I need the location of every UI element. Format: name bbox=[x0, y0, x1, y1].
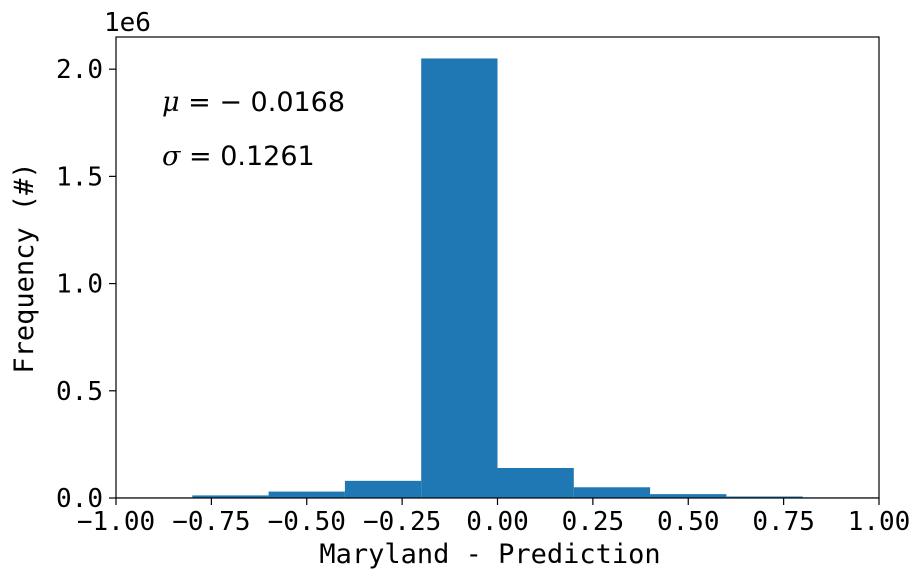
x-tick-label: 0.00 bbox=[466, 507, 529, 537]
histogram-bar-4 bbox=[421, 58, 498, 498]
y-tick-label: 1.5 bbox=[56, 162, 103, 192]
x-tick-label: 0.75 bbox=[752, 507, 815, 537]
histogram-bar-5 bbox=[497, 467, 574, 498]
std-annotation: σ = 0.1261 bbox=[162, 141, 315, 172]
histogram-bar-7 bbox=[650, 494, 727, 498]
x-tick-label: −0.50 bbox=[268, 507, 346, 537]
mean-value: = − 0.0168 bbox=[180, 87, 345, 118]
sigma-symbol: σ bbox=[162, 141, 182, 172]
x-tick-label: −0.25 bbox=[363, 507, 441, 537]
x-tick-label: 0.50 bbox=[657, 507, 720, 537]
y-tick-label: 2.0 bbox=[56, 55, 103, 85]
histogram-bars bbox=[116, 58, 879, 499]
std-value: = 0.1261 bbox=[180, 141, 314, 172]
x-tick-label: 1.00 bbox=[848, 507, 911, 537]
histogram-bar-1 bbox=[192, 495, 269, 498]
y-tick-label: 1.0 bbox=[56, 270, 103, 300]
histogram-bar-8 bbox=[726, 496, 803, 498]
y-tick-label: 0.5 bbox=[56, 377, 103, 407]
x-axis: −1.00 −0.75 −0.50 −0.25 0.00 0.25 0.50 0.75 1.00 bbox=[77, 498, 910, 537]
y-axis-title: Frequency (#) bbox=[9, 162, 40, 373]
y-tick-label: 0.0 bbox=[56, 484, 103, 514]
x-tick-label: −0.75 bbox=[172, 507, 250, 537]
histogram-bar-6 bbox=[573, 487, 651, 498]
histogram-bar-2 bbox=[268, 491, 345, 498]
mean-annotation: μ = − 0.0168 bbox=[162, 87, 345, 118]
x-tick-label: −1.00 bbox=[77, 507, 155, 537]
y-axis: 0.0 0.5 1.0 1.5 2.0 bbox=[56, 55, 116, 514]
mu-symbol: μ bbox=[162, 87, 180, 118]
y-offset-label: 1e6 bbox=[104, 8, 151, 38]
x-tick-label: 0.25 bbox=[562, 507, 625, 537]
histogram-bar-3 bbox=[344, 480, 422, 498]
x-axis-title: Maryland - Prediction bbox=[319, 539, 660, 570]
